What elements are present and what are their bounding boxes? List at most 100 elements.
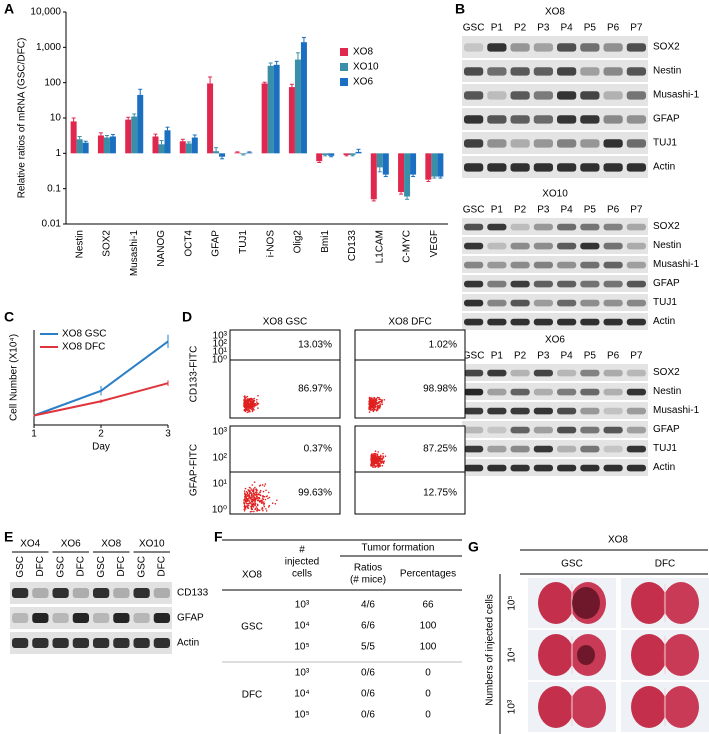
event-dot xyxy=(245,406,248,409)
event-dot xyxy=(376,408,379,410)
event-dot xyxy=(262,502,264,504)
band xyxy=(626,445,646,453)
protein-label: GFAP xyxy=(177,613,204,624)
event-dot xyxy=(254,404,256,407)
quadrant-percent: 99.63% xyxy=(298,488,332,499)
lane-label: P3 xyxy=(537,23,550,34)
bar xyxy=(294,59,301,154)
event-dot xyxy=(372,466,374,469)
bar xyxy=(213,151,220,154)
protein-label: GFAP xyxy=(653,278,680,289)
event-dot xyxy=(372,402,374,404)
band xyxy=(533,223,553,231)
band xyxy=(557,139,577,148)
blot-strip xyxy=(10,632,172,654)
band xyxy=(626,280,646,288)
lane-label: GSC xyxy=(136,556,147,578)
event-dot xyxy=(257,509,260,511)
band xyxy=(52,613,69,623)
event-dot xyxy=(377,456,380,459)
band xyxy=(533,445,553,453)
bar xyxy=(152,136,159,154)
protein-label: Nestin xyxy=(653,240,681,251)
header-cell: Tumor formation xyxy=(362,543,435,554)
band xyxy=(626,261,646,269)
y-tick-label: 1 xyxy=(55,148,61,159)
x-tick-label: Olig2 xyxy=(293,230,304,254)
protein-label: SOX2 xyxy=(653,42,680,53)
event-dot xyxy=(265,510,268,512)
band xyxy=(557,299,577,307)
y-tick-label: 1,000 xyxy=(36,42,61,53)
lane-label: P5 xyxy=(584,205,597,216)
band xyxy=(510,115,530,124)
event-dot xyxy=(375,409,378,412)
y-tick-label: 10¹ xyxy=(213,479,228,490)
event-dot xyxy=(276,499,278,502)
band xyxy=(464,223,484,231)
header-cell: Ratios xyxy=(354,563,382,574)
event-dot xyxy=(369,400,371,403)
event-dot xyxy=(256,404,259,406)
bar xyxy=(288,87,295,154)
event-dot xyxy=(244,500,247,503)
band xyxy=(487,115,507,124)
event-dot xyxy=(245,493,247,496)
band xyxy=(626,299,646,307)
event-dot xyxy=(267,497,269,500)
event-dot xyxy=(373,464,375,467)
event-dot xyxy=(250,500,253,503)
x-tick-label: 2 xyxy=(98,429,104,440)
legend-label: XO10 xyxy=(353,62,379,73)
group-label: XO8 xyxy=(101,539,121,550)
bar xyxy=(246,152,253,154)
brain-half xyxy=(663,634,699,676)
band xyxy=(133,613,150,623)
band xyxy=(580,43,600,52)
band xyxy=(533,91,553,100)
event-dot xyxy=(381,461,384,464)
event-dot xyxy=(251,510,253,513)
tumor xyxy=(577,645,595,665)
band xyxy=(557,369,577,377)
event-dot xyxy=(256,402,259,405)
brain-half xyxy=(663,582,699,624)
event-dot xyxy=(258,496,261,499)
brain-half xyxy=(631,582,667,624)
band xyxy=(487,407,507,415)
lane-label: P5 xyxy=(584,23,597,34)
event-dot xyxy=(247,502,249,505)
band xyxy=(603,261,623,269)
panel-label: A xyxy=(4,1,14,17)
band xyxy=(557,388,577,396)
band xyxy=(487,43,507,52)
panel-label: D xyxy=(182,309,192,325)
event-dot xyxy=(262,509,264,512)
band xyxy=(487,163,507,172)
event-dot xyxy=(257,407,259,409)
band xyxy=(153,613,170,623)
lane-label: P1 xyxy=(491,351,504,362)
legend-label: XO6 xyxy=(353,77,373,88)
event-dot xyxy=(244,492,246,494)
blot-strip xyxy=(462,275,648,292)
band xyxy=(464,242,484,250)
event-dot xyxy=(253,499,255,501)
event-dot xyxy=(257,496,259,499)
event-dot xyxy=(377,451,380,453)
event-dot xyxy=(374,406,376,409)
band xyxy=(626,318,646,326)
event-dot xyxy=(250,507,253,509)
event-dot xyxy=(250,402,252,405)
event-dot xyxy=(243,502,245,504)
event-dot xyxy=(247,411,250,413)
event-dot xyxy=(255,494,257,496)
bar xyxy=(219,153,226,157)
event-dot xyxy=(381,400,383,402)
event-dot xyxy=(248,408,250,410)
band xyxy=(626,91,646,100)
event-dot xyxy=(250,508,253,511)
event-dot xyxy=(250,506,253,508)
event-dot xyxy=(255,401,258,403)
event-dot xyxy=(248,405,250,408)
